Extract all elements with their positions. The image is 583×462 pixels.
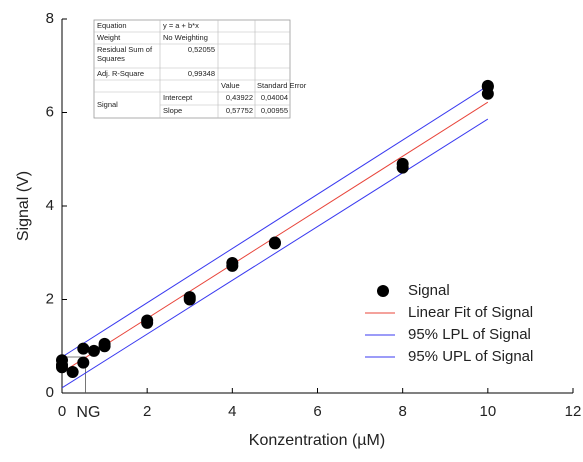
table-cell: Equation <box>97 21 127 30</box>
point <box>66 365 79 378</box>
annotation-text: NG <box>76 404 100 421</box>
fit-line <box>61 85 489 358</box>
table-cell: 0,00955 <box>261 106 288 115</box>
table-cell: Intercept <box>163 93 193 102</box>
table-cell: y = a + b*x <box>163 21 199 30</box>
table-frame <box>93 19 291 119</box>
point <box>141 314 154 327</box>
legend-label: Linear Fit of Signal <box>408 304 533 321</box>
x-tick-label: 0 <box>58 403 66 420</box>
point <box>226 257 239 270</box>
x-tick-label: 10 <box>479 403 496 420</box>
x-tick-label: 6 <box>313 403 321 420</box>
table-cell: 0,52055 <box>188 45 215 54</box>
point <box>77 342 90 355</box>
y-tick-label: 6 <box>46 103 54 120</box>
table-cell-wrap: Residual Sum of Squares <box>97 45 153 63</box>
table-cell: Residual Sum of Squares <box>97 45 153 63</box>
fit-table: Equation y = a + b*x Weight No Weighting… <box>93 19 307 119</box>
point <box>183 291 196 304</box>
table-cell: Signal <box>97 100 118 109</box>
point <box>396 157 409 170</box>
table-cell: 0,43922 <box>226 93 253 102</box>
legend-label: Signal <box>408 282 450 299</box>
point <box>98 337 111 350</box>
x-tick-label: 2 <box>143 403 151 420</box>
table-cell: Weight <box>97 33 121 42</box>
table-cell: No Weighting <box>163 33 208 42</box>
table-cell: Standard Error <box>257 81 307 90</box>
x-tick-label: 8 <box>398 403 406 420</box>
point <box>87 344 100 357</box>
y-tick-label: 8 <box>46 10 54 27</box>
legend-label: 95% UPL of Signal <box>408 348 533 365</box>
y-tick-label: 4 <box>46 197 54 214</box>
table-cell: Value <box>221 81 240 90</box>
table-cell: 0,99348 <box>188 69 215 78</box>
point <box>268 236 281 249</box>
x-tick-label: 4 <box>228 403 236 420</box>
table-cell: Slope <box>163 106 182 115</box>
fit-line <box>61 118 489 389</box>
y-tick-label: 0 <box>46 384 54 401</box>
legend-label: 95% LPL of Signal <box>408 326 531 343</box>
x-tick-label: 12 <box>565 403 582 420</box>
y-tick-label: 2 <box>46 290 54 307</box>
x-axis-label: Konzentration (µM) <box>249 432 385 449</box>
y-axis-label: Signal (V) <box>15 171 32 241</box>
point <box>77 356 90 369</box>
legend-marker <box>377 285 389 297</box>
point <box>481 79 494 92</box>
table-cell: 0,57752 <box>226 106 253 115</box>
table-cell: 0,04004 <box>261 93 288 102</box>
table-cell: Adj. R-Square <box>97 69 144 78</box>
point <box>56 358 68 371</box>
